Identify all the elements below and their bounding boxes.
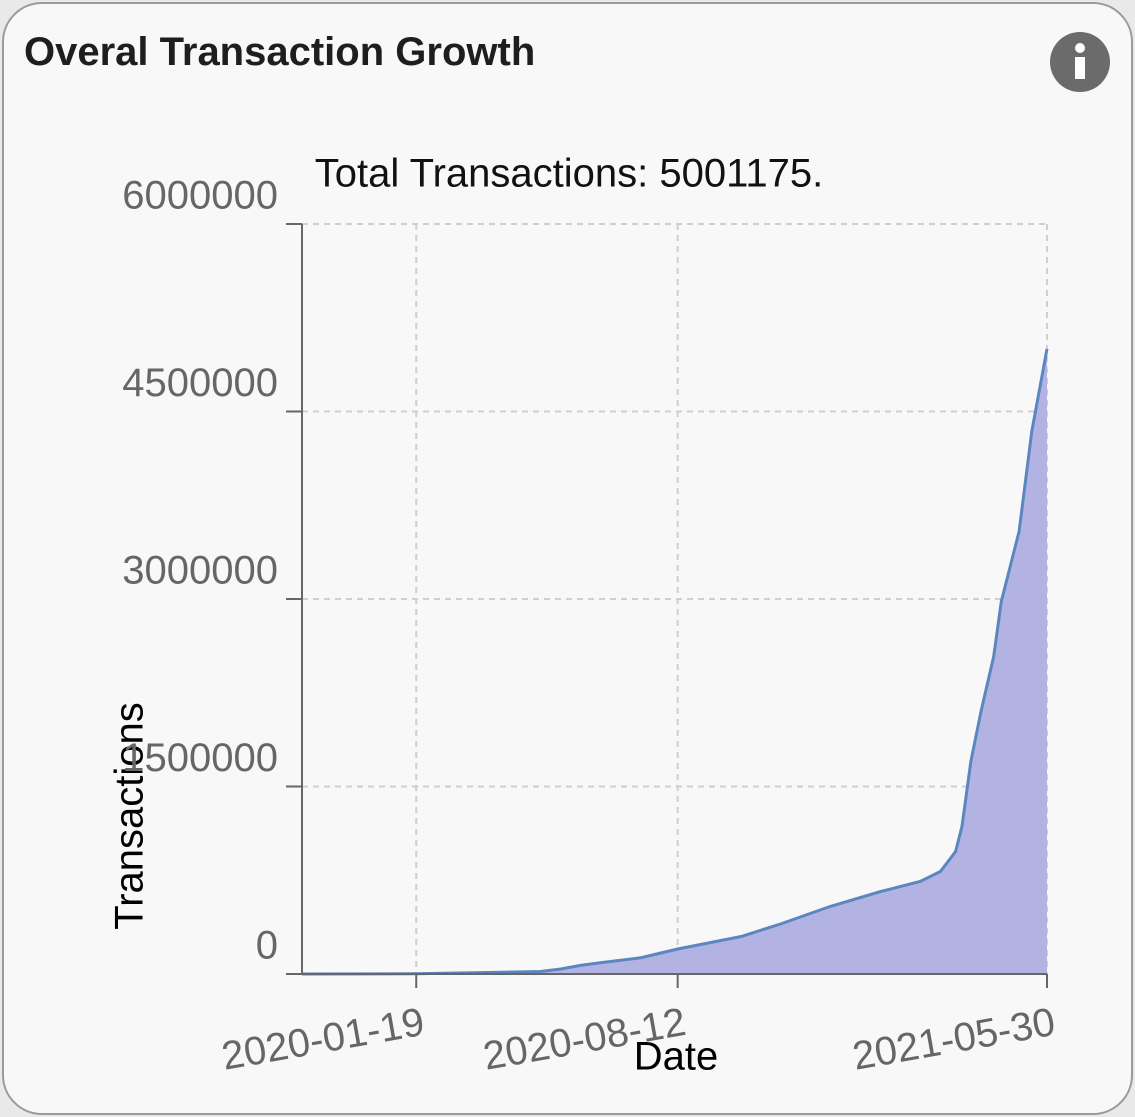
chart: Total Transactions: 5001175. Date Transa… [108, 32, 1110, 1079]
line [301, 348, 1049, 976]
info-icon[interactable] [1050, 32, 1110, 92]
chart-title: Total Transactions: 5001175. [315, 152, 823, 196]
y-tick-label: 1500000 [122, 736, 278, 780]
y-tick-label: 4500000 [122, 361, 278, 405]
area [302, 348, 1047, 974]
x-tick-label: 2020-01-19 [218, 1000, 427, 1079]
x-tick-label: 2021-05-30 [849, 1000, 1058, 1079]
x-axis-label: Date [634, 1035, 719, 1079]
y-tick-label: 3000000 [122, 549, 278, 593]
card-title: Overal Transaction Growth [24, 30, 536, 74]
y-tick-label: 6000000 [122, 174, 278, 218]
y-axis-label: Transactions [108, 702, 152, 930]
y-tick-label: 0 [256, 924, 278, 968]
